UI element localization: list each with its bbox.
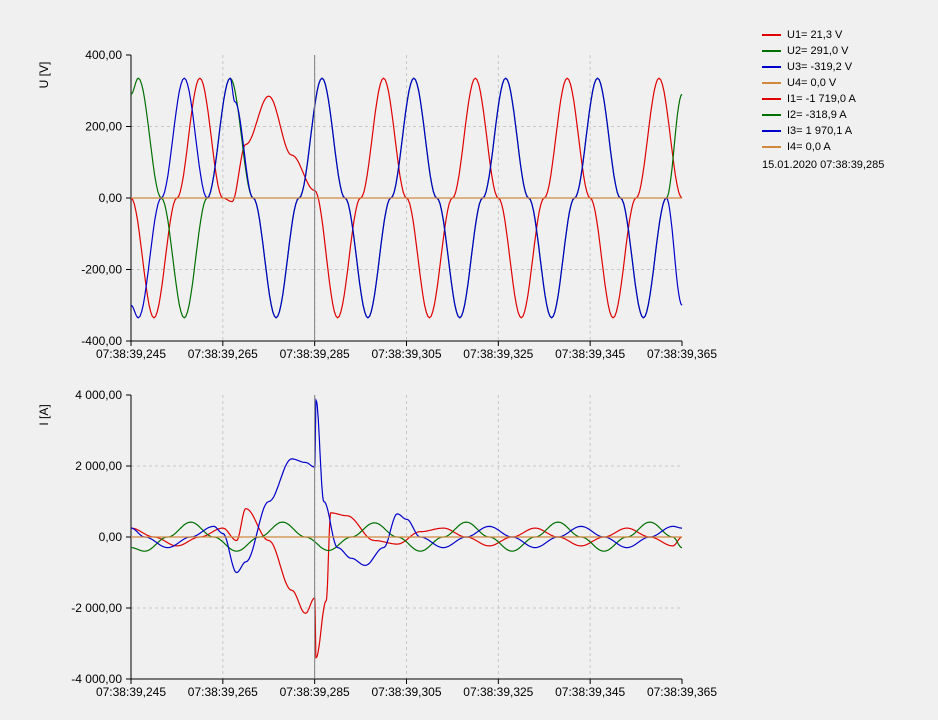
x-tick-label: 07:38:39,325 [463,347,533,361]
y-tick-label: 0,00 [99,191,123,205]
legend-label: U2= 291,0 V [787,45,849,57]
x-tick-label: 07:38:39,265 [188,685,258,699]
y-axis-title: U [V] [37,62,51,89]
legend-item: I2= -318,9 A [762,107,884,123]
legend-item: U3= -319,2 V [762,59,884,75]
legend-swatch [762,66,781,68]
legend-swatch [762,146,781,148]
y-axis-title: I [A] [37,404,51,425]
x-tick-label: 07:38:39,305 [371,347,441,361]
x-tick-label: 07:38:39,245 [96,685,166,699]
y-tick-label: 2 000,00 [75,459,122,473]
x-tick-label: 07:38:39,285 [280,347,350,361]
y-tick-label: 4 000,00 [75,388,122,402]
legend-item: U2= 291,0 V [762,43,884,59]
series-line-i1 [130,507,683,659]
legend-label: U3= -319,2 V [787,61,853,73]
legend-item: I1= -1 719,0 A [762,91,884,107]
x-tick-label: 07:38:39,365 [647,685,717,699]
series-line-i2 [130,521,683,552]
cursor-timestamp: 15.01.2020 07:38:39,285 [762,159,885,171]
legend: U1= 21,3 V U2= 291,0 V U3= -319,2 V U4= 0,0… [762,27,884,173]
x-tick-label: 07:38:39,345 [555,347,625,361]
legend-items: U1= 21,3 V U2= 291,0 V U3= -319,2 V U4= 0,0… [762,27,884,155]
legend-label: I2= -318,9 A [787,109,847,121]
legend-label: I1= -1 719,0 A [787,93,856,105]
legend-item: I4= 0,0 A [762,139,884,155]
legend-label: I4= 0,0 A [787,141,831,153]
x-tick-label: 07:38:39,305 [371,685,441,699]
y-tick-label: -200,00 [81,263,122,277]
legend-label: I3= 1 970,1 A [787,125,853,137]
legend-item: U1= 21,3 V [762,27,884,43]
x-tick-label: 07:38:39,265 [188,347,258,361]
legend-swatch [762,130,781,132]
legend-label: U1= 21,3 V [787,29,843,41]
legend-item: U4= 0,0 V [762,75,884,91]
y-tick-label: -4 000,00 [71,672,122,686]
y-tick-label: 0,00 [99,530,123,544]
x-tick-label: 07:38:39,325 [463,685,533,699]
legend-label: U4= 0,0 V [787,77,837,89]
x-tick-label: 07:38:39,365 [647,347,717,361]
y-tick-label: -2 000,00 [71,601,122,615]
y-tick-label: -400,00 [81,334,122,348]
legend-swatch [762,98,781,100]
series-line-i3 [130,398,682,574]
y-tick-label: 400,00 [85,48,122,62]
y-tick-label: 200,00 [85,120,122,134]
legend-swatch [762,82,781,84]
legend-swatch [762,34,781,36]
x-tick-label: 07:38:39,345 [555,685,625,699]
x-tick-label: 07:38:39,245 [96,347,166,361]
legend-swatch [762,50,781,52]
x-tick-label: 07:38:39,285 [280,685,350,699]
legend-item: I3= 1 970,1 A [762,123,884,139]
legend-swatch [762,114,781,116]
